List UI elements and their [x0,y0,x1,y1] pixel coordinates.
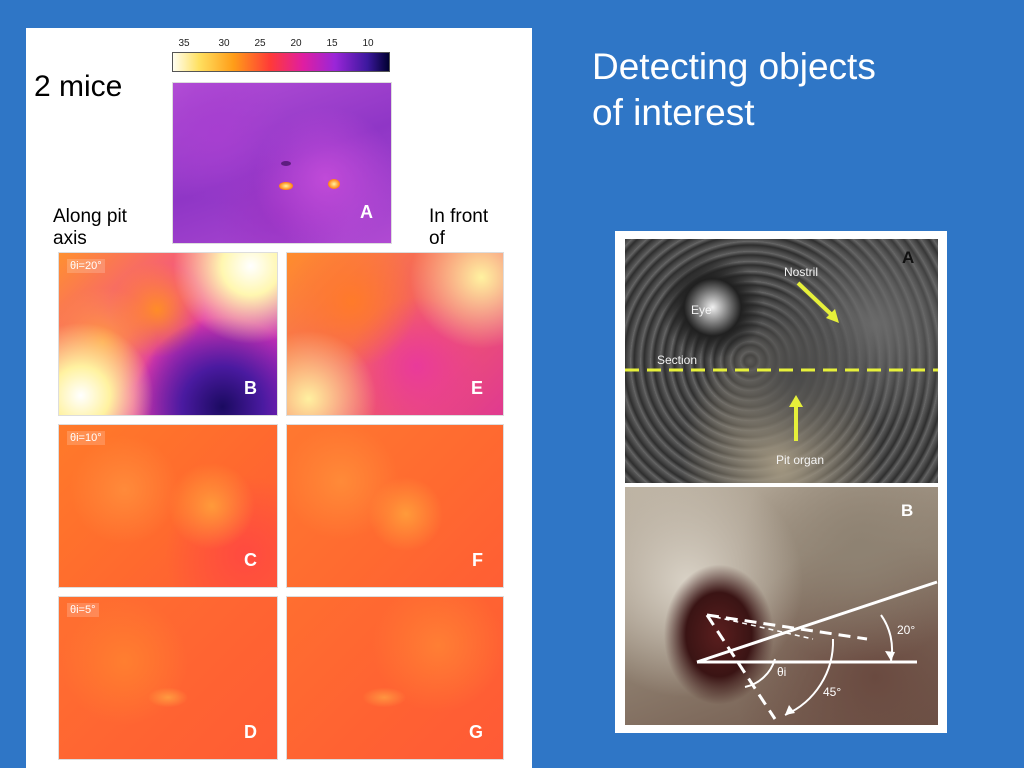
title-line-2: of interest [592,92,755,133]
thermal-panel-e: E [286,252,504,416]
pit-organ-label: Pit organ [776,453,825,467]
thermal-panel-b: θi=20° B [58,252,278,416]
temperature-scale-ticks: 35 30 25 20 15 10 [174,38,390,52]
slide-title: Detecting objects of interest [592,44,992,136]
snake-annotations [625,281,938,441]
panel-label-b: B [244,378,257,398]
along-pit-line-2: axis [53,228,87,249]
theta-label-5: θi=5° [67,603,99,617]
thermal-panel-f: F [286,424,504,588]
panel-label-d: D [244,722,257,742]
thermal-panel-c: θi=10° C [58,424,278,588]
thermal-panel-d: θi=5° D [58,596,278,760]
eye-label: Eye [691,303,712,317]
panel-label-f: F [472,550,483,570]
angle-45-label: 45° [823,685,842,699]
photo-panel-b-label: B [901,501,914,520]
temperature-color-scale [172,52,390,72]
title-line-1: Detecting objects [592,46,876,87]
angle-20-label: 20° [897,623,916,637]
panel-label-c: C [244,550,257,570]
along-pit-line-1: Along pit [53,206,127,227]
scale-tick: 25 [254,38,266,49]
panel-label-g: G [468,722,483,742]
theta-label-10: θi=10° [67,431,105,445]
along-pit-label: Along pit axis [53,206,127,250]
snake-head-photo: Nostril Eye Section Pit organ A [625,239,938,483]
panel-label-e: E [470,378,483,398]
in-front-line-2: of [429,228,445,249]
panel-label-a: A [360,202,373,222]
thermal-panel-a: A [172,82,392,244]
photo-panel-a-label: A [902,248,915,267]
section-label: Section [657,353,698,367]
scale-tick: 20 [290,38,302,49]
scale-tick: 30 [218,38,230,49]
scale-tick: 10 [362,38,374,49]
angle-annotations [696,580,938,720]
pit-section-photo: 20° 45° θi B [625,487,938,725]
scale-tick: 15 [326,38,338,49]
theta-angle-label: θi [777,665,787,679]
scale-tick: 35 [178,38,190,49]
in-front-line-1: In front [429,206,489,227]
thermal-panel-g: G [286,596,504,760]
mice-label: 2 mice [34,70,123,103]
theta-label-20: θi=20° [67,259,105,273]
nostril-label: Nostril [784,265,819,279]
